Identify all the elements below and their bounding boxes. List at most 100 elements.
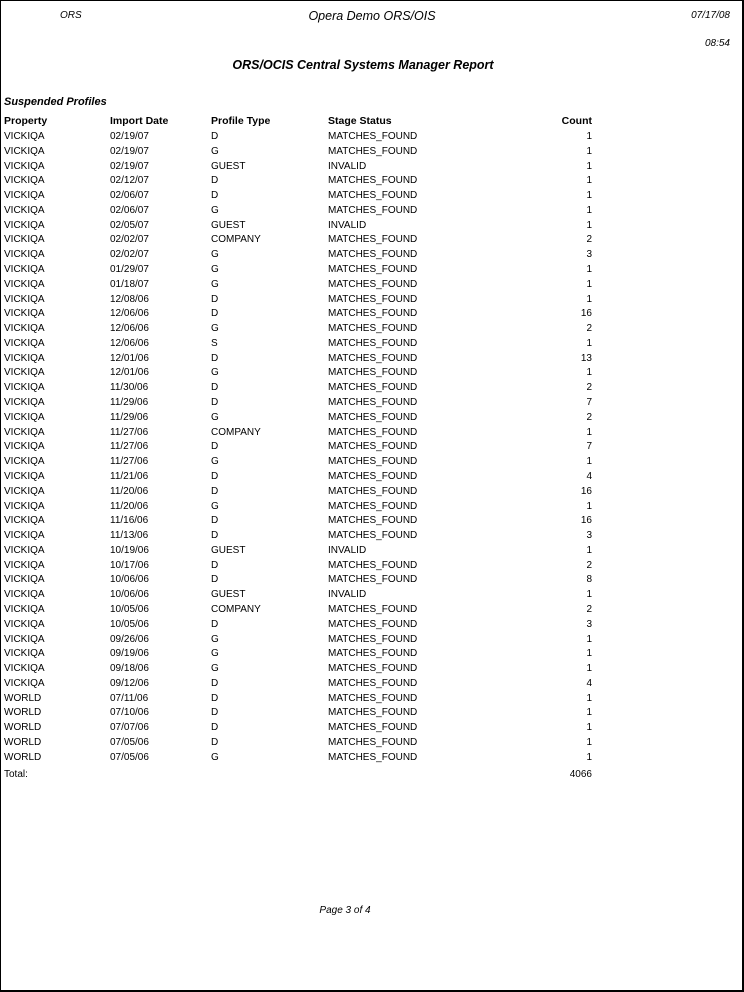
cell-stage-status: MATCHES_FOUND [328, 352, 418, 364]
cell-stage-status: MATCHES_FOUND [328, 633, 418, 645]
cell-profile-type: D [211, 707, 219, 719]
cell-import-date: 11/29/06 [110, 397, 149, 409]
cell-property: VICKIQA [4, 352, 45, 364]
cell-profile-type: G [211, 323, 219, 335]
cell-property: VICKIQA [4, 278, 45, 290]
cell-property: VICKIQA [4, 456, 45, 468]
cell-property: VICKIQA [4, 234, 45, 246]
cell-profile-type: D [211, 618, 219, 630]
cell-import-date: 12/06/06 [110, 323, 149, 335]
cell-count: 2 [586, 382, 592, 394]
cell-stage-status: MATCHES_FOUND [328, 249, 418, 261]
cell-count: 3 [586, 618, 592, 630]
cell-stage-status: MATCHES_FOUND [328, 515, 418, 527]
cell-profile-type: D [211, 190, 219, 202]
cell-profile-type: G [211, 648, 219, 660]
cell-stage-status: MATCHES_FOUND [328, 722, 418, 734]
cell-profile-type: D [211, 175, 219, 187]
cell-count: 1 [586, 190, 592, 202]
cell-property: WORLD [4, 736, 42, 748]
total-value: 4066 [569, 768, 592, 780]
cell-import-date: 02/12/07 [110, 175, 149, 187]
cell-stage-status: MATCHES_FOUND [328, 367, 418, 379]
header-property-name: Opera Demo ORS/OIS [308, 9, 436, 23]
cell-profile-type: G [211, 456, 219, 468]
cell-import-date: 10/19/06 [110, 544, 149, 556]
cell-import-date: 10/17/06 [110, 559, 149, 571]
cell-import-date: 12/08/06 [110, 293, 149, 305]
cell-import-date: 02/02/07 [110, 249, 149, 261]
cell-property: VICKIQA [4, 530, 45, 542]
cell-property: VICKIQA [4, 323, 45, 335]
cell-profile-type: G [211, 663, 219, 675]
cell-property: VICKIQA [4, 190, 45, 202]
cell-property: VICKIQA [4, 219, 45, 231]
cell-property: VICKIQA [4, 574, 45, 586]
cell-count: 8 [586, 574, 592, 586]
cell-count: 1 [586, 456, 592, 468]
cell-import-date: 10/06/06 [110, 574, 149, 586]
cell-count: 16 [580, 515, 592, 527]
cell-count: 2 [586, 603, 592, 615]
cell-profile-type: D [211, 559, 219, 571]
cell-profile-type: GUEST [211, 219, 246, 231]
cell-profile-type: GUEST [211, 544, 246, 556]
cell-stage-status: MATCHES_FOUND [328, 441, 418, 453]
cell-property: VICKIQA [4, 308, 45, 320]
cell-import-date: 02/05/07 [110, 219, 149, 231]
cell-profile-type: G [211, 204, 219, 216]
cell-import-date: 02/19/07 [110, 160, 149, 172]
cell-profile-type: GUEST [211, 589, 246, 601]
cell-stage-status: MATCHES_FOUND [328, 426, 418, 438]
cell-profile-type: G [211, 367, 219, 379]
cell-profile-type: G [211, 249, 219, 261]
cell-import-date: 11/21/06 [110, 470, 149, 482]
cell-import-date: 12/06/06 [110, 308, 149, 320]
cell-import-date: 09/19/06 [110, 648, 149, 660]
cell-import-date: 07/11/06 [110, 692, 149, 704]
cell-import-date: 02/06/07 [110, 190, 149, 202]
cell-profile-type: G [211, 145, 219, 157]
cell-stage-status: MATCHES_FOUND [328, 736, 418, 748]
cell-stage-status: MATCHES_FOUND [328, 131, 418, 142]
cell-property: VICKIQA [4, 470, 45, 482]
cell-profile-type: G [211, 500, 219, 512]
cell-profile-type: D [211, 470, 219, 482]
cell-stage-status: INVALID [328, 589, 367, 601]
column-header-profile-type: Profile Type [211, 115, 271, 127]
cell-count: 1 [586, 131, 592, 142]
cell-import-date: 09/26/06 [110, 633, 149, 645]
cell-import-date: 09/12/06 [110, 677, 149, 689]
column-header-count: Count [561, 115, 592, 127]
cell-count: 1 [586, 707, 592, 719]
cell-property: VICKIQA [4, 603, 45, 615]
cell-count: 7 [586, 441, 592, 453]
cell-property: VICKIQA [4, 397, 45, 409]
cell-property: VICKIQA [4, 677, 45, 689]
cell-profile-type: G [211, 264, 219, 276]
cell-property: VICKIQA [4, 204, 45, 216]
cell-profile-type: D [211, 382, 219, 394]
cell-stage-status: MATCHES_FOUND [328, 663, 418, 675]
cell-import-date: 01/18/07 [110, 278, 149, 290]
cell-count: 2 [586, 323, 592, 335]
cell-profile-type: D [211, 692, 219, 704]
cell-property: VICKIQA [4, 131, 45, 142]
cell-stage-status: MATCHES_FOUND [328, 323, 418, 335]
cell-property: VICKIQA [4, 544, 45, 556]
cell-stage-status: INVALID [328, 160, 367, 172]
cell-profile-type: D [211, 515, 219, 527]
cell-count: 1 [586, 544, 592, 556]
cell-import-date: 11/29/06 [110, 411, 149, 423]
cell-property: VICKIQA [4, 160, 45, 172]
cell-property: VICKIQA [4, 633, 45, 645]
cell-stage-status: MATCHES_FOUND [328, 382, 418, 394]
cell-import-date: 07/07/06 [110, 722, 149, 734]
cell-stage-status: MATCHES_FOUND [328, 456, 418, 468]
cell-count: 1 [586, 293, 592, 305]
cell-count: 1 [586, 663, 592, 675]
cell-count: 1 [586, 426, 592, 438]
cell-property: VICKIQA [4, 618, 45, 630]
cell-stage-status: MATCHES_FOUND [328, 485, 418, 497]
column-header-property: Property [4, 115, 48, 127]
